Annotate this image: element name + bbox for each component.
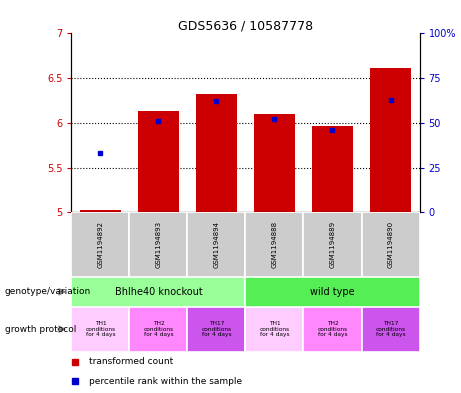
Bar (245, 212, 303, 277)
Text: GSM1194889: GSM1194889 (330, 221, 336, 268)
Text: GSM1194888: GSM1194888 (272, 221, 278, 268)
Bar (254, 114, 295, 212)
Text: GSM1194890: GSM1194890 (388, 221, 394, 268)
Text: genotype/variation: genotype/variation (5, 287, 91, 296)
Bar (130, 307, 188, 352)
Bar (303, 212, 361, 277)
Text: TH17
conditions
for 4 days: TH17 conditions for 4 days (375, 321, 406, 338)
Bar (130, 212, 188, 277)
Text: TH2
conditions
for 4 days: TH2 conditions for 4 days (318, 321, 348, 338)
Bar (71, 307, 130, 352)
Text: TH1
conditions
for 4 days: TH1 conditions for 4 days (260, 321, 290, 338)
Text: percentile rank within the sample: percentile rank within the sample (89, 377, 242, 386)
Bar (188, 307, 245, 352)
Text: TH17
conditions
for 4 days: TH17 conditions for 4 days (201, 321, 231, 338)
Bar (196, 94, 237, 212)
Bar (303, 307, 361, 352)
Bar (312, 127, 353, 212)
Title: GDS5636 / 10587778: GDS5636 / 10587778 (178, 19, 313, 32)
Bar (71, 212, 130, 277)
Bar (245, 307, 303, 352)
Bar (80, 210, 121, 212)
Bar (245, 277, 420, 307)
Text: TH2
conditions
for 4 days: TH2 conditions for 4 days (143, 321, 173, 338)
Text: GSM1194892: GSM1194892 (97, 221, 103, 268)
Text: TH1
conditions
for 4 days: TH1 conditions for 4 days (85, 321, 116, 338)
Text: growth protocol: growth protocol (5, 325, 76, 334)
Text: GSM1194893: GSM1194893 (155, 221, 161, 268)
Bar (361, 212, 420, 277)
Text: Bhlhe40 knockout: Bhlhe40 knockout (115, 287, 202, 297)
Text: transformed count: transformed count (89, 357, 173, 366)
Bar (71, 277, 245, 307)
Bar (361, 307, 420, 352)
Bar (370, 68, 411, 212)
Bar (138, 111, 179, 212)
Text: wild type: wild type (310, 287, 355, 297)
Text: GSM1194894: GSM1194894 (213, 221, 219, 268)
Bar (188, 212, 245, 277)
